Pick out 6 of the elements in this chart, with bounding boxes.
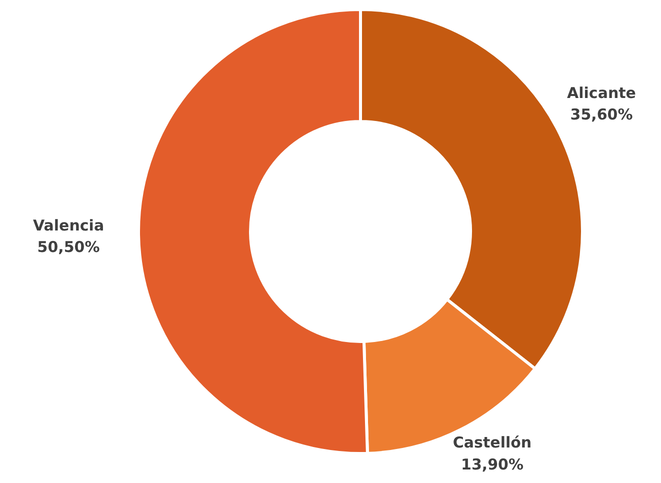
data-label: 50,50% xyxy=(37,238,100,256)
data-label: 13,90% xyxy=(461,455,524,474)
slice-label: Castellón xyxy=(452,434,532,452)
slice-label: Valencia xyxy=(33,216,104,234)
data-label: 35,60% xyxy=(570,106,633,124)
slice-label: Alicante xyxy=(567,84,636,102)
